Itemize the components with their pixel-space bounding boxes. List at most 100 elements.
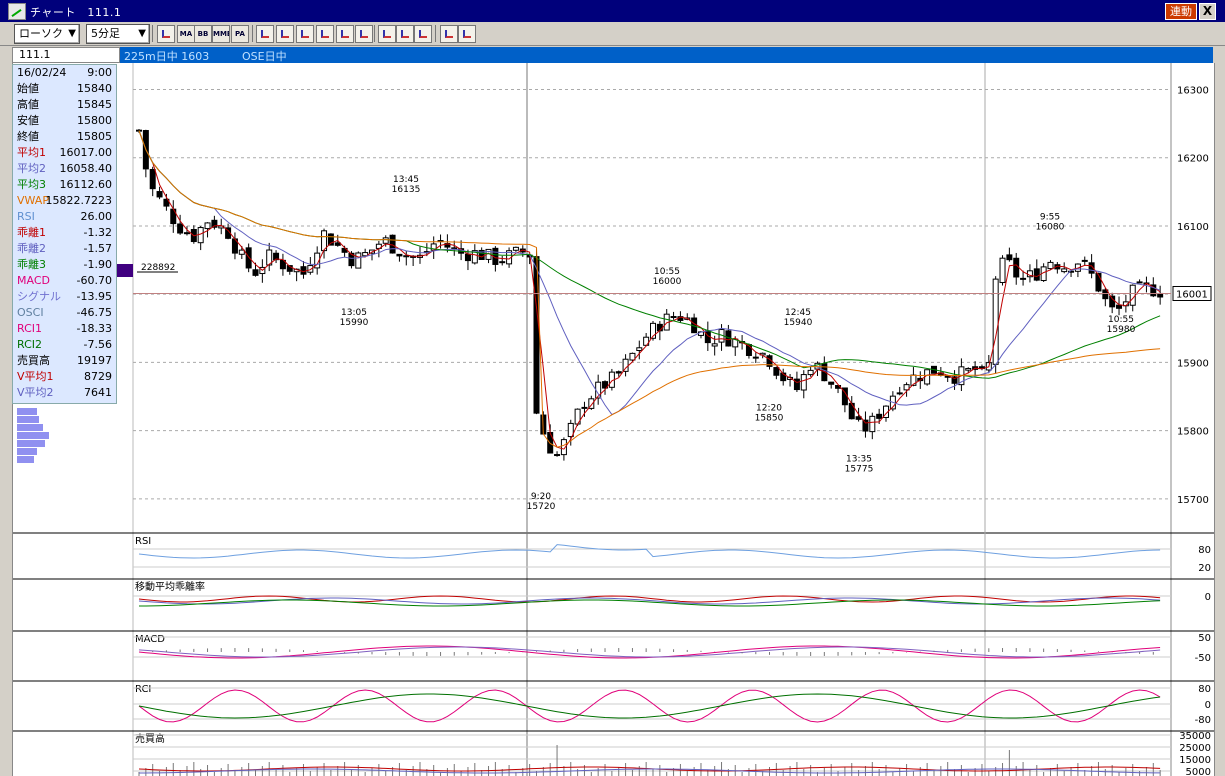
candle [471, 250, 478, 264]
candle [156, 191, 163, 198]
product-name: 225m日中 1603 [124, 50, 210, 63]
data-panel-row: 終値 15805 [13, 129, 116, 145]
data-panel-value: 15845 [77, 98, 112, 111]
bb-button[interactable]: BB [194, 25, 212, 43]
close-icon[interactable]: X [1199, 3, 1216, 20]
data-panel-value: -60.70 [76, 274, 112, 287]
no-draw-icon[interactable] [458, 25, 476, 43]
candle [286, 265, 293, 272]
ma2-line [138, 130, 1161, 416]
data-panel-row: 乖離1 -1.32 [13, 225, 116, 241]
rci-panel-tick: -80 [1195, 715, 1211, 726]
price-tick-label: 15800 [1177, 427, 1209, 438]
candle [1109, 295, 1116, 308]
data-panel-value: -1.32 [83, 226, 112, 239]
data-panel-label: 安値 [17, 114, 39, 127]
candle [1061, 268, 1068, 273]
data-panel-label: 始値 [17, 82, 39, 95]
price-tick-label: 15900 [1177, 358, 1209, 369]
draw-settings-icon[interactable] [157, 25, 175, 43]
volume-panel-tick: 5000 [1186, 767, 1211, 776]
candle [300, 266, 307, 275]
candle [1068, 270, 1075, 273]
zoom-icon[interactable] [316, 25, 334, 43]
star-tool-icon[interactable] [296, 25, 314, 43]
candle [396, 253, 403, 257]
data-panel-value: 26.00 [80, 210, 113, 223]
macd-panel-tick: -50 [1195, 653, 1211, 664]
candle [348, 252, 355, 267]
annotation-price: 15990 [340, 318, 369, 328]
pa-button[interactable]: PA [231, 25, 249, 43]
data-panel-value: 15822.7223 [45, 194, 112, 207]
rsi-panel-label: RSI [135, 536, 151, 547]
pencil-icon[interactable] [378, 25, 396, 43]
candle [732, 338, 739, 348]
chart-canvas[interactable]: 15700 15800 15900 16000 16100 16200 16300 16001… [13, 63, 1214, 776]
volume-profile-bar [17, 456, 34, 463]
annotation-price: 15850 [755, 414, 784, 424]
candle [876, 413, 883, 419]
candle [362, 252, 369, 257]
annotation-time: 9:55 [1040, 213, 1060, 223]
rsi-line [138, 544, 1161, 559]
candle [903, 384, 910, 391]
interval-dropdown[interactable]: 5分足 ▼ [86, 24, 150, 44]
candle [451, 247, 458, 250]
symbol-input[interactable]: 111.1 [12, 47, 120, 63]
candle [314, 252, 321, 269]
candle [800, 374, 807, 391]
candle [1136, 281, 1143, 284]
bar-tool-icon[interactable] [355, 25, 373, 43]
eraser-icon[interactable] [414, 25, 432, 43]
data-panel-label: 終値 [17, 130, 39, 143]
candle [588, 398, 595, 409]
link-button[interactable]: 連動 [1165, 3, 1197, 20]
candle [252, 269, 259, 276]
annotation-price: 16000 [653, 277, 682, 287]
volume-profile-bar [17, 440, 45, 447]
candle [478, 249, 485, 260]
volume-profile-bar [17, 432, 49, 439]
data-panel-label: OSCI [17, 306, 44, 319]
line-tool-icon[interactable] [256, 25, 274, 43]
annotation-time: 13:45 [393, 175, 419, 185]
candle [869, 415, 876, 433]
magnify-settings-icon[interactable] [440, 25, 458, 43]
candle [327, 233, 334, 246]
data-panel-value: -18.33 [76, 322, 112, 335]
candle [163, 198, 170, 207]
print-icon[interactable] [336, 25, 354, 43]
data-panel-label: 16/02/24 [17, 66, 67, 79]
dev3-line [139, 599, 1161, 607]
candle [999, 257, 1006, 284]
candle [1033, 268, 1040, 281]
ma-button[interactable]: MA [177, 25, 195, 43]
cursor-icon[interactable] [396, 25, 414, 43]
chart-area[interactable]: 15700 15800 15900 16000 16100 16200 16300 16001… [12, 63, 1215, 776]
market-name: OSE日中 [242, 50, 287, 63]
chart-type-dropdown[interactable]: ローソク ▼ [14, 24, 80, 44]
candle [149, 169, 156, 190]
annotation-time: 9:20 [531, 492, 551, 502]
chart-type-value: ローソク [19, 27, 63, 40]
mme-button[interactable]: MME [212, 25, 230, 43]
candle [807, 369, 814, 376]
data-panel-label: 高値 [17, 98, 39, 111]
data-panel-label: RCI2 [17, 338, 43, 351]
data-panel-value: -1.90 [83, 258, 112, 271]
chevron-down-icon: ▼ [68, 28, 76, 39]
deviation-panel-label: 移動平均乖離率 [135, 580, 205, 593]
data-panel-value: -46.75 [76, 306, 112, 319]
cross-tool-icon[interactable] [276, 25, 294, 43]
data-panel-row: MACD -60.70 [13, 273, 116, 289]
annotation-time: 13:05 [341, 308, 367, 318]
candle [636, 347, 643, 351]
data-panel-label: V平均2 [17, 386, 54, 399]
candle [992, 278, 999, 365]
price-tick-label: 16200 [1177, 154, 1209, 165]
title-bar: チャート 111.1 連動 X [0, 0, 1225, 22]
candle [650, 322, 656, 339]
data-panel-row: シグナル -13.95 [13, 289, 116, 305]
candle [821, 363, 828, 382]
